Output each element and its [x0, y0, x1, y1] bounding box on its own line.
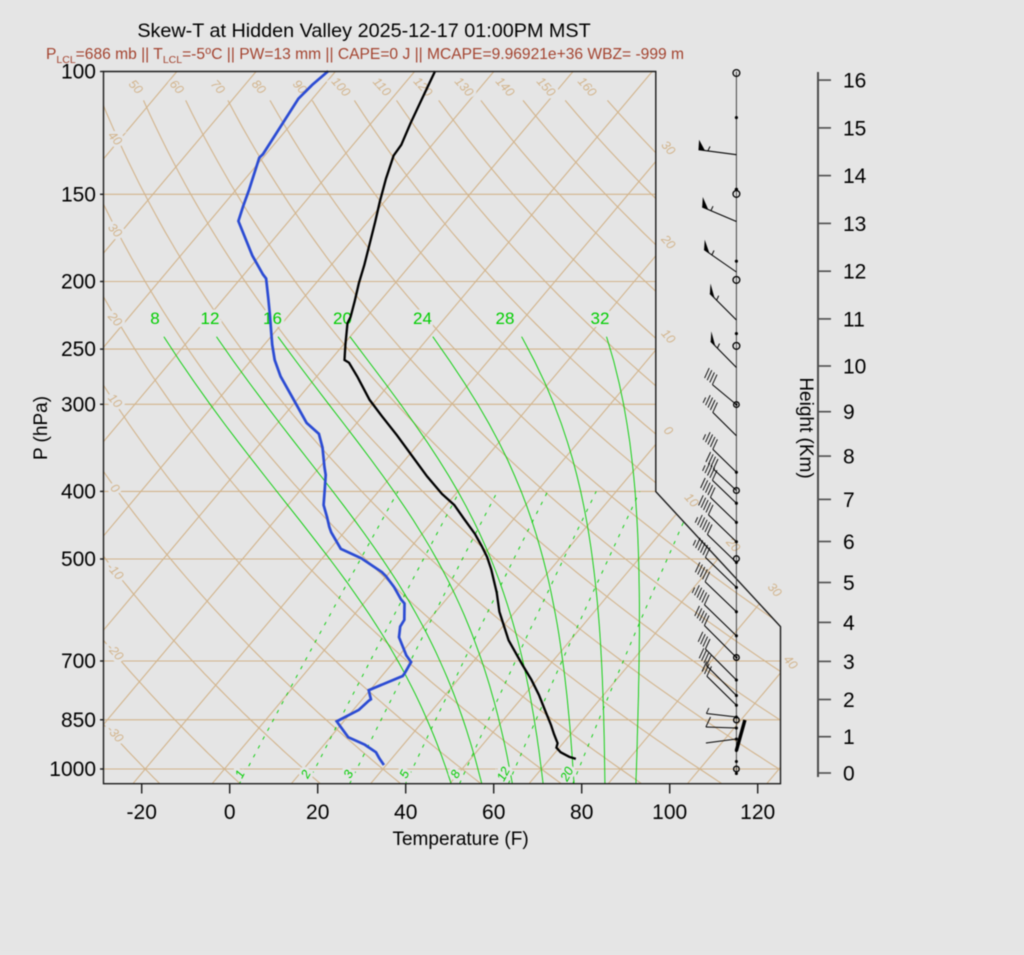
svg-text:120: 120: [740, 801, 775, 824]
svg-text:1: 1: [843, 726, 855, 749]
svg-text:250: 250: [61, 338, 96, 361]
svg-text:24: 24: [413, 309, 432, 328]
svg-text:7: 7: [843, 489, 855, 512]
svg-text:11: 11: [843, 308, 865, 331]
svg-text:28: 28: [496, 309, 515, 328]
svg-text:4: 4: [843, 612, 855, 635]
svg-text:Height (Km): Height (Km): [795, 377, 816, 478]
svg-text:400: 400: [61, 480, 96, 503]
svg-text:15: 15: [843, 117, 866, 140]
svg-text:100: 100: [652, 801, 687, 824]
svg-text:9: 9: [843, 401, 855, 424]
svg-text:14: 14: [843, 165, 867, 188]
svg-text:8: 8: [843, 446, 855, 469]
svg-text:60: 60: [482, 801, 505, 824]
svg-text:500: 500: [61, 548, 96, 571]
svg-text:16: 16: [263, 309, 282, 328]
svg-text:P (hPa): P (hPa): [31, 396, 52, 460]
svg-text:40: 40: [394, 801, 417, 824]
svg-text:700: 700: [61, 650, 96, 673]
svg-text:850: 850: [61, 709, 96, 732]
svg-text:8: 8: [150, 309, 159, 328]
svg-text:0: 0: [843, 763, 855, 786]
svg-text:0: 0: [224, 801, 236, 824]
svg-text:13: 13: [843, 213, 866, 236]
svg-text:2: 2: [843, 689, 855, 712]
svg-text:150: 150: [61, 183, 96, 206]
svg-text:Temperature (F): Temperature (F): [392, 829, 528, 850]
svg-text:100: 100: [61, 61, 96, 84]
svg-text:10: 10: [843, 356, 866, 379]
svg-text:-20: -20: [127, 801, 157, 824]
svg-text:80: 80: [570, 801, 593, 824]
svg-text:3: 3: [843, 651, 855, 674]
svg-text:12: 12: [843, 261, 866, 284]
svg-text:200: 200: [61, 271, 96, 294]
svg-text:Skew-T at Hidden Valley 2025-1: Skew-T at Hidden Valley 2025-12-17 01:00…: [137, 20, 590, 42]
svg-text:16: 16: [843, 70, 866, 93]
svg-text:20: 20: [306, 801, 329, 824]
svg-text:PLCL=686 mb || TLCL=-5oC || PW: PLCL=686 mb || TLCL=-5oC || PW=13 mm || …: [46, 45, 684, 66]
svg-text:32: 32: [591, 309, 610, 328]
svg-text:1000: 1000: [49, 758, 96, 781]
svg-text:5: 5: [843, 572, 855, 595]
svg-text:6: 6: [843, 531, 855, 554]
svg-text:300: 300: [61, 393, 96, 416]
svg-text:12: 12: [201, 309, 220, 328]
